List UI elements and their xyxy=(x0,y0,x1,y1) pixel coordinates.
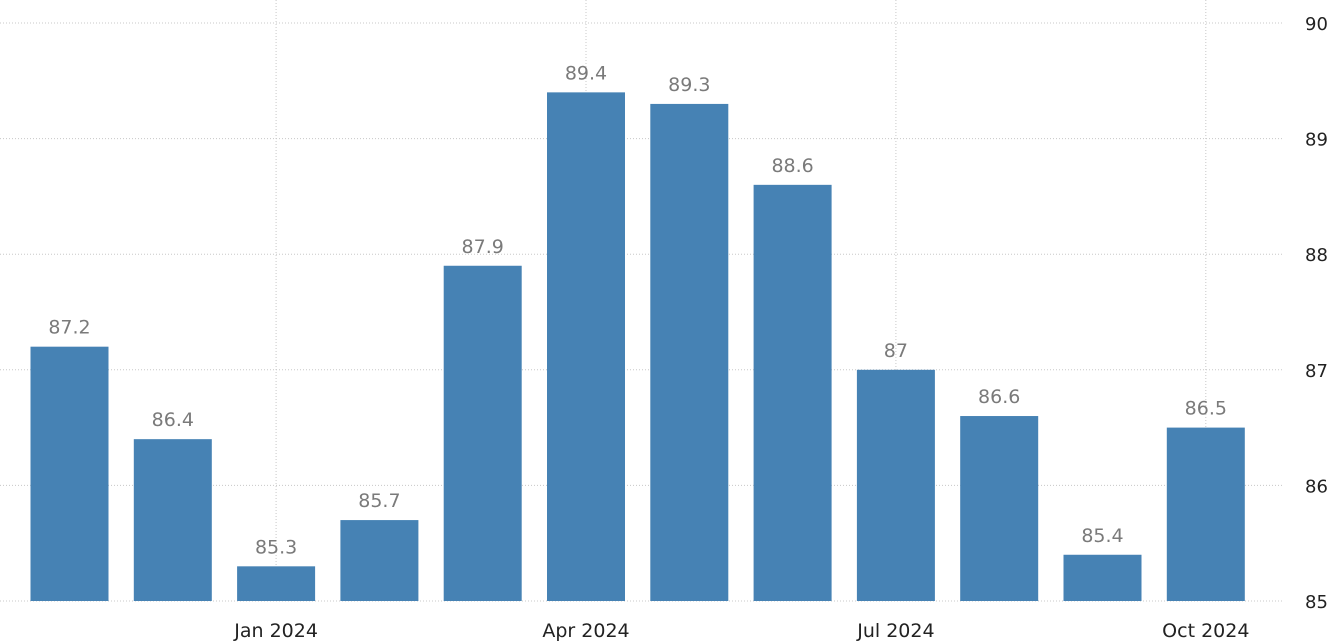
bar-value-label: 86.5 xyxy=(1185,398,1227,420)
x-axis: Jan 2024 Apr 2024 Jul 2024 Oct 2024 xyxy=(233,620,1249,642)
y-axis: 85 86 87 88 89 90 xyxy=(1305,14,1328,613)
bar xyxy=(856,369,935,601)
x-tick-label: Oct 2024 xyxy=(1162,620,1249,642)
x-tick-label: Jan 2024 xyxy=(233,620,318,642)
bar xyxy=(133,439,212,601)
bar xyxy=(237,566,316,601)
bar xyxy=(1166,427,1245,601)
bar xyxy=(650,103,729,602)
bar-value-label: 85.4 xyxy=(1081,525,1123,547)
x-tick-label: Apr 2024 xyxy=(542,620,629,642)
bar xyxy=(340,520,419,601)
bar xyxy=(960,416,1039,601)
bar-value-label: 89.3 xyxy=(668,74,710,96)
bar xyxy=(30,346,109,601)
bar xyxy=(753,184,832,601)
bar-value-label: 87.9 xyxy=(462,236,504,258)
bars xyxy=(30,92,1245,602)
bar-value-label: 89.4 xyxy=(565,62,607,84)
bar-value-label: 86.4 xyxy=(152,409,194,431)
bar-value-label: 88.6 xyxy=(771,155,813,177)
bar-value-label: 87.2 xyxy=(48,317,90,339)
y-tick-label: 87 xyxy=(1305,361,1328,382)
bar xyxy=(443,265,522,601)
bar-value-label: 87 xyxy=(884,340,908,362)
y-tick-label: 90 xyxy=(1305,14,1328,35)
x-tick-label: Jul 2024 xyxy=(856,620,934,642)
data-labels: 87.2 86.4 85.3 85.7 87.9 89.4 89.3 88.6 87 86.6 85… xyxy=(48,62,1227,558)
bar-value-label: 86.6 xyxy=(978,386,1020,408)
y-tick-label: 85 xyxy=(1305,592,1328,613)
y-tick-label: 86 xyxy=(1305,476,1328,497)
bar-value-label: 85.3 xyxy=(255,536,297,558)
y-tick-label: 88 xyxy=(1305,245,1328,266)
bar xyxy=(547,92,625,602)
bar xyxy=(1063,554,1142,601)
bar-value-label: 85.7 xyxy=(358,490,400,512)
y-tick-label: 89 xyxy=(1305,130,1328,151)
